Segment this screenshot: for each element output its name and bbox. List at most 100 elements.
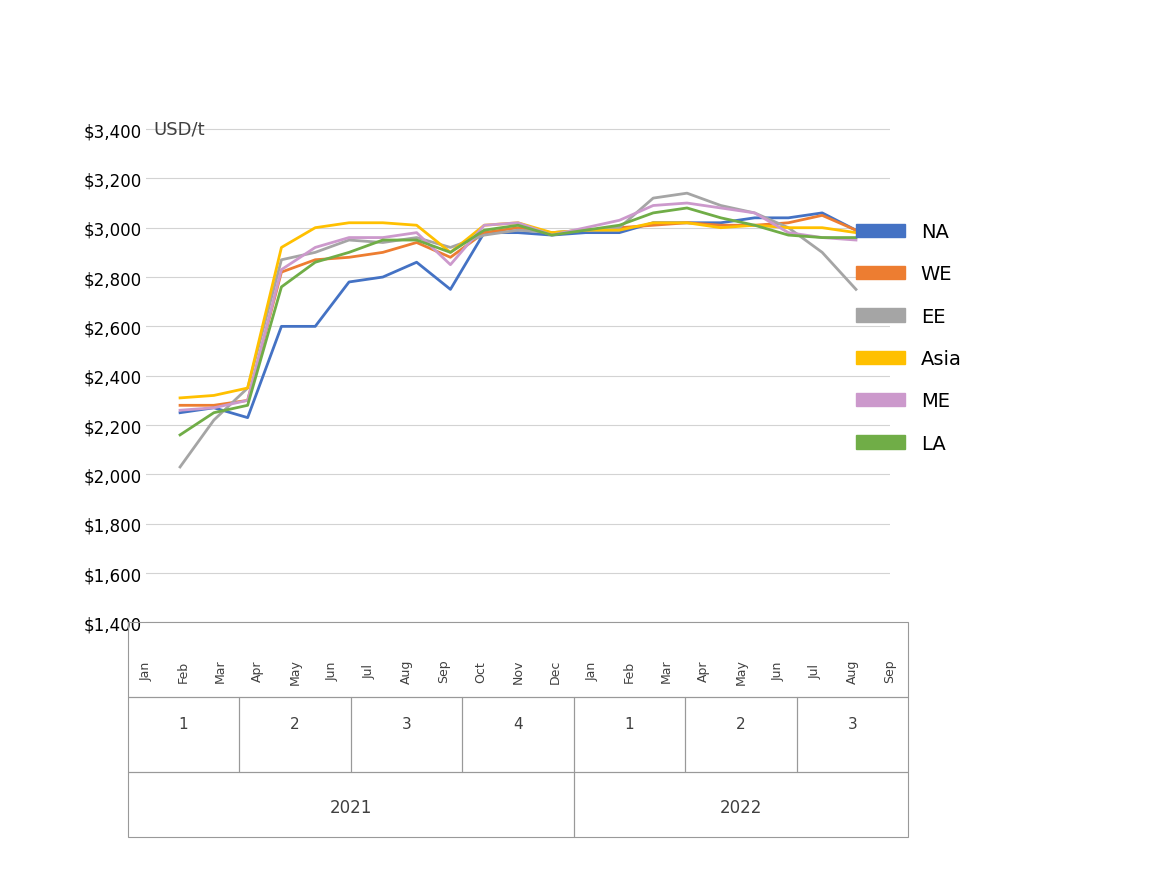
EE <box>410 233 424 244</box>
Text: May: May <box>289 658 302 684</box>
Text: Jun: Jun <box>772 661 785 681</box>
LA <box>545 231 559 241</box>
ME <box>410 228 424 239</box>
Text: 2021: 2021 <box>330 798 372 816</box>
Text: Feb: Feb <box>177 660 190 682</box>
ME <box>545 231 559 241</box>
Asia <box>376 218 390 229</box>
NA <box>241 413 255 424</box>
NA <box>815 209 830 219</box>
Text: Jul: Jul <box>363 663 376 679</box>
Asia <box>782 223 796 233</box>
Asia <box>173 393 187 403</box>
Text: 1: 1 <box>179 716 188 731</box>
Asia <box>714 223 728 233</box>
Text: Apr: Apr <box>697 660 710 681</box>
Asia <box>511 218 525 229</box>
Asia <box>241 383 255 394</box>
LA <box>748 221 762 232</box>
Line: WE: WE <box>180 216 856 406</box>
LA <box>680 203 694 214</box>
Text: 2: 2 <box>736 716 746 731</box>
EE <box>376 238 390 248</box>
LA <box>275 282 289 293</box>
ME <box>443 260 457 271</box>
Text: USD/t: USD/t <box>153 121 205 139</box>
Asia <box>579 225 593 236</box>
Line: Asia: Asia <box>180 224 856 398</box>
LA <box>477 225 491 236</box>
Text: 3: 3 <box>401 716 412 731</box>
NA <box>275 322 289 332</box>
NA <box>646 218 660 229</box>
ME <box>748 209 762 219</box>
ME <box>342 233 356 244</box>
Asia <box>680 218 694 229</box>
WE <box>714 221 728 232</box>
EE <box>815 248 830 259</box>
ME <box>173 405 187 416</box>
WE <box>511 223 525 233</box>
WE <box>207 401 221 411</box>
NA <box>545 231 559 241</box>
ME <box>680 198 694 209</box>
ME <box>511 218 525 229</box>
LA <box>410 236 424 246</box>
Text: Apr: Apr <box>252 660 264 681</box>
Asia <box>275 243 289 253</box>
LA <box>207 408 221 418</box>
EE <box>241 383 255 394</box>
NA <box>410 258 424 268</box>
LA <box>342 248 356 259</box>
Line: EE: EE <box>180 194 856 467</box>
Asia <box>815 223 830 233</box>
Text: 3: 3 <box>848 716 858 731</box>
Text: Sep: Sep <box>883 660 896 682</box>
NA <box>782 213 796 224</box>
WE <box>680 218 694 229</box>
WE <box>477 228 491 239</box>
Text: Jan: Jan <box>139 661 153 681</box>
WE <box>782 218 796 229</box>
LA <box>612 221 626 232</box>
Text: Aug: Aug <box>846 659 859 683</box>
EE <box>342 236 356 246</box>
NA <box>477 228 491 239</box>
Legend: NA, WE, EE, Asia, ME, LA: NA, WE, EE, Asia, ME, LA <box>848 215 969 461</box>
WE <box>748 221 762 232</box>
ME <box>815 233 830 244</box>
Asia <box>342 218 356 229</box>
Asia <box>308 223 322 233</box>
Asia <box>545 228 559 239</box>
Text: Sep: Sep <box>438 660 450 682</box>
WE <box>241 396 255 406</box>
EE <box>207 416 221 426</box>
NA <box>173 408 187 418</box>
ME <box>646 201 660 211</box>
EE <box>173 462 187 473</box>
Asia <box>477 221 491 232</box>
LA <box>511 221 525 232</box>
Asia <box>646 218 660 229</box>
EE <box>646 194 660 204</box>
WE <box>815 210 830 221</box>
ME <box>241 396 255 406</box>
LA <box>308 258 322 268</box>
NA <box>579 228 593 239</box>
NA <box>207 403 221 414</box>
LA <box>579 225 593 236</box>
EE <box>511 225 525 236</box>
ME <box>207 403 221 414</box>
EE <box>782 223 796 233</box>
EE <box>680 189 694 199</box>
Text: Aug: Aug <box>400 659 413 683</box>
WE <box>443 253 457 263</box>
Text: May: May <box>735 658 748 684</box>
EE <box>443 243 457 253</box>
ME <box>477 221 491 232</box>
Text: Oct: Oct <box>474 660 488 681</box>
LA <box>376 236 390 246</box>
NA <box>376 273 390 283</box>
ME <box>376 233 390 244</box>
LA <box>782 231 796 241</box>
